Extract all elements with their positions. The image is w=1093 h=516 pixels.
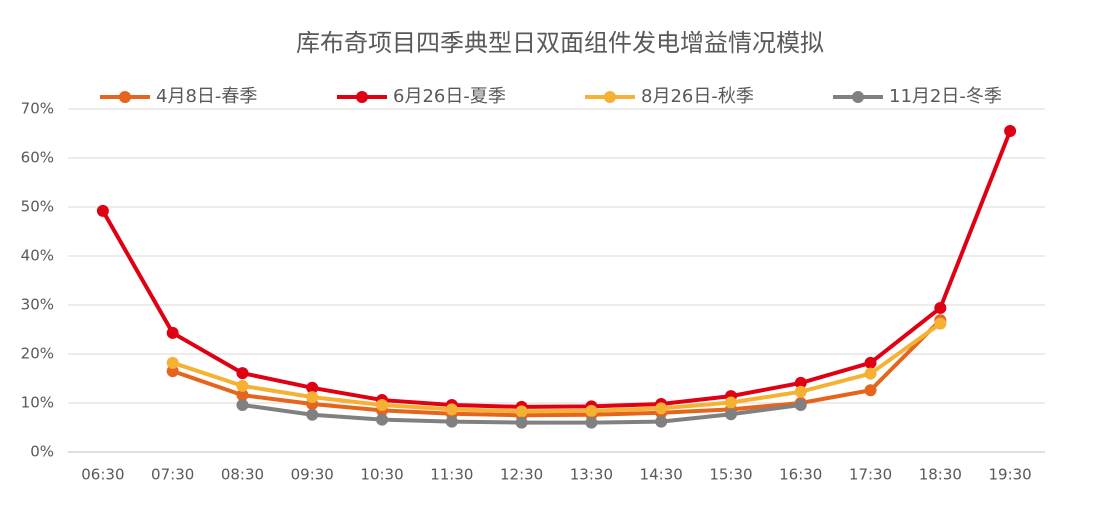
x-tick-label: 13:30 <box>570 466 613 484</box>
x-tick-label: 15:30 <box>709 466 752 484</box>
y-tick-label: 70% <box>21 100 54 118</box>
legend-marker <box>604 91 616 103</box>
x-tick-label: 17:30 <box>849 466 892 484</box>
x-tick-label: 08:30 <box>221 466 264 484</box>
x-tick-label: 07:30 <box>151 466 194 484</box>
y-tick-label: 20% <box>21 345 54 363</box>
y-tick-label: 50% <box>21 198 54 216</box>
y-tick-label: 60% <box>21 149 54 167</box>
x-tick-label: 10:30 <box>360 466 403 484</box>
point <box>166 356 179 369</box>
point <box>376 398 389 411</box>
point <box>306 381 319 394</box>
legend-label: 8月26日-秋季 <box>641 86 754 107</box>
point <box>794 376 807 389</box>
x-tick-label: 18:30 <box>919 466 962 484</box>
point <box>236 389 249 402</box>
series-line <box>172 321 942 414</box>
x-tick-label: 16:30 <box>779 466 822 484</box>
point <box>864 356 877 369</box>
legend-label: 4月8日-春季 <box>156 86 257 107</box>
y-tick-label: 30% <box>21 296 54 314</box>
point <box>794 385 807 398</box>
legend-marker <box>119 91 131 103</box>
point <box>96 204 109 217</box>
point <box>585 404 598 417</box>
point <box>1004 125 1017 138</box>
point <box>166 326 179 339</box>
legend-marker <box>356 91 368 103</box>
x-tick-label: 14:30 <box>640 466 683 484</box>
point <box>306 408 319 421</box>
series-line <box>101 130 1012 409</box>
point <box>585 416 598 429</box>
point <box>306 391 319 404</box>
point <box>515 416 528 429</box>
x-tick-label: 06:30 <box>81 466 124 484</box>
point <box>934 317 947 330</box>
point <box>515 405 528 418</box>
y-tick-label: 0% <box>30 443 54 461</box>
legend-label: 6月26日-夏季 <box>393 86 506 107</box>
point <box>166 365 179 378</box>
point <box>236 379 249 392</box>
x-tick-label: 11:30 <box>430 466 473 484</box>
point <box>236 398 249 411</box>
y-tick-label: 40% <box>21 247 54 265</box>
point <box>376 413 389 426</box>
x-tick-label: 09:30 <box>291 466 334 484</box>
y-tick-label: 10% <box>21 394 54 412</box>
point <box>236 367 249 380</box>
point <box>655 415 668 428</box>
point <box>724 408 737 421</box>
point <box>445 403 458 416</box>
chart-title: 库布奇项目四季典型日双面组件发电增益情况模拟 <box>296 29 824 57</box>
x-tick-label: 19:30 <box>988 466 1031 484</box>
point <box>864 367 877 380</box>
point <box>445 415 458 428</box>
series-line <box>172 318 942 418</box>
point <box>724 396 737 409</box>
point <box>794 398 807 411</box>
legend-marker <box>852 91 864 103</box>
point <box>864 384 877 397</box>
legend-label: 11月2日-冬季 <box>889 86 1002 107</box>
x-tick-label: 12:30 <box>500 466 543 484</box>
point <box>655 402 668 415</box>
point <box>934 301 947 314</box>
